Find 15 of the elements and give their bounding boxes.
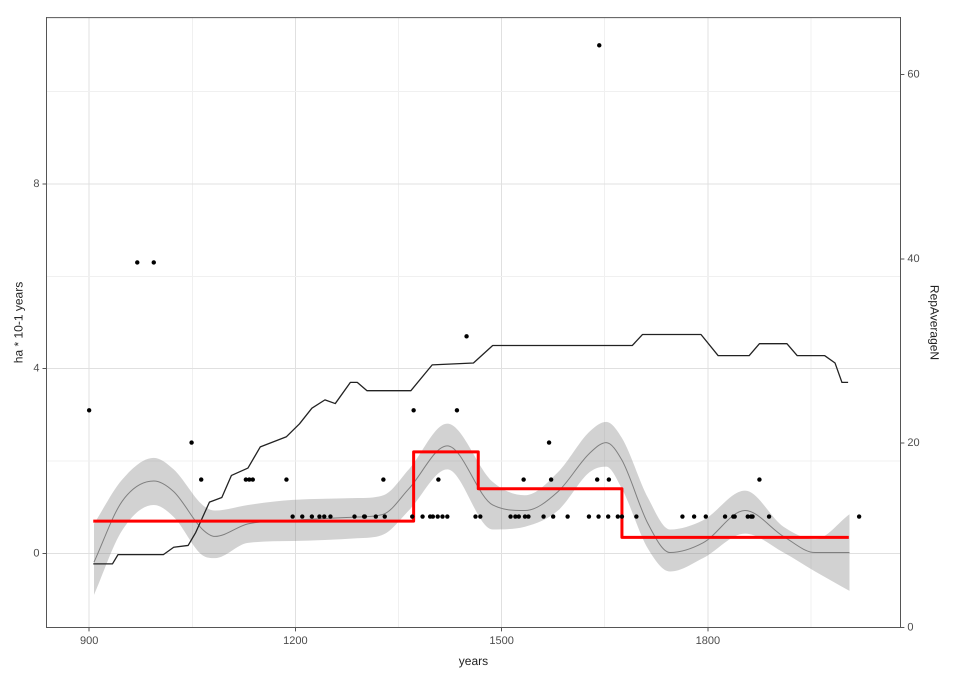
x-tick-label: 1200 [283, 635, 308, 648]
x-tick-label: 1500 [489, 635, 514, 648]
y2-tick-label: 40 [907, 252, 920, 265]
x-axis-title: years [458, 654, 488, 668]
x-tick-label: 1800 [696, 635, 720, 648]
y2-axis-title: RepAverageN [927, 284, 942, 360]
y2-tick-label: 0 [907, 621, 914, 634]
line-series [93, 442, 850, 563]
y2-tick-label: 60 [907, 68, 920, 81]
x-tick-label: 900 [80, 635, 98, 648]
y-tick-label: 8 [33, 178, 40, 190]
y2-tick-label: 20 [907, 437, 920, 450]
y-tick-label: 4 [33, 362, 40, 375]
y-axis-title: ha * 10-1 years [12, 282, 26, 364]
y-tick-label: 0 [33, 548, 40, 560]
